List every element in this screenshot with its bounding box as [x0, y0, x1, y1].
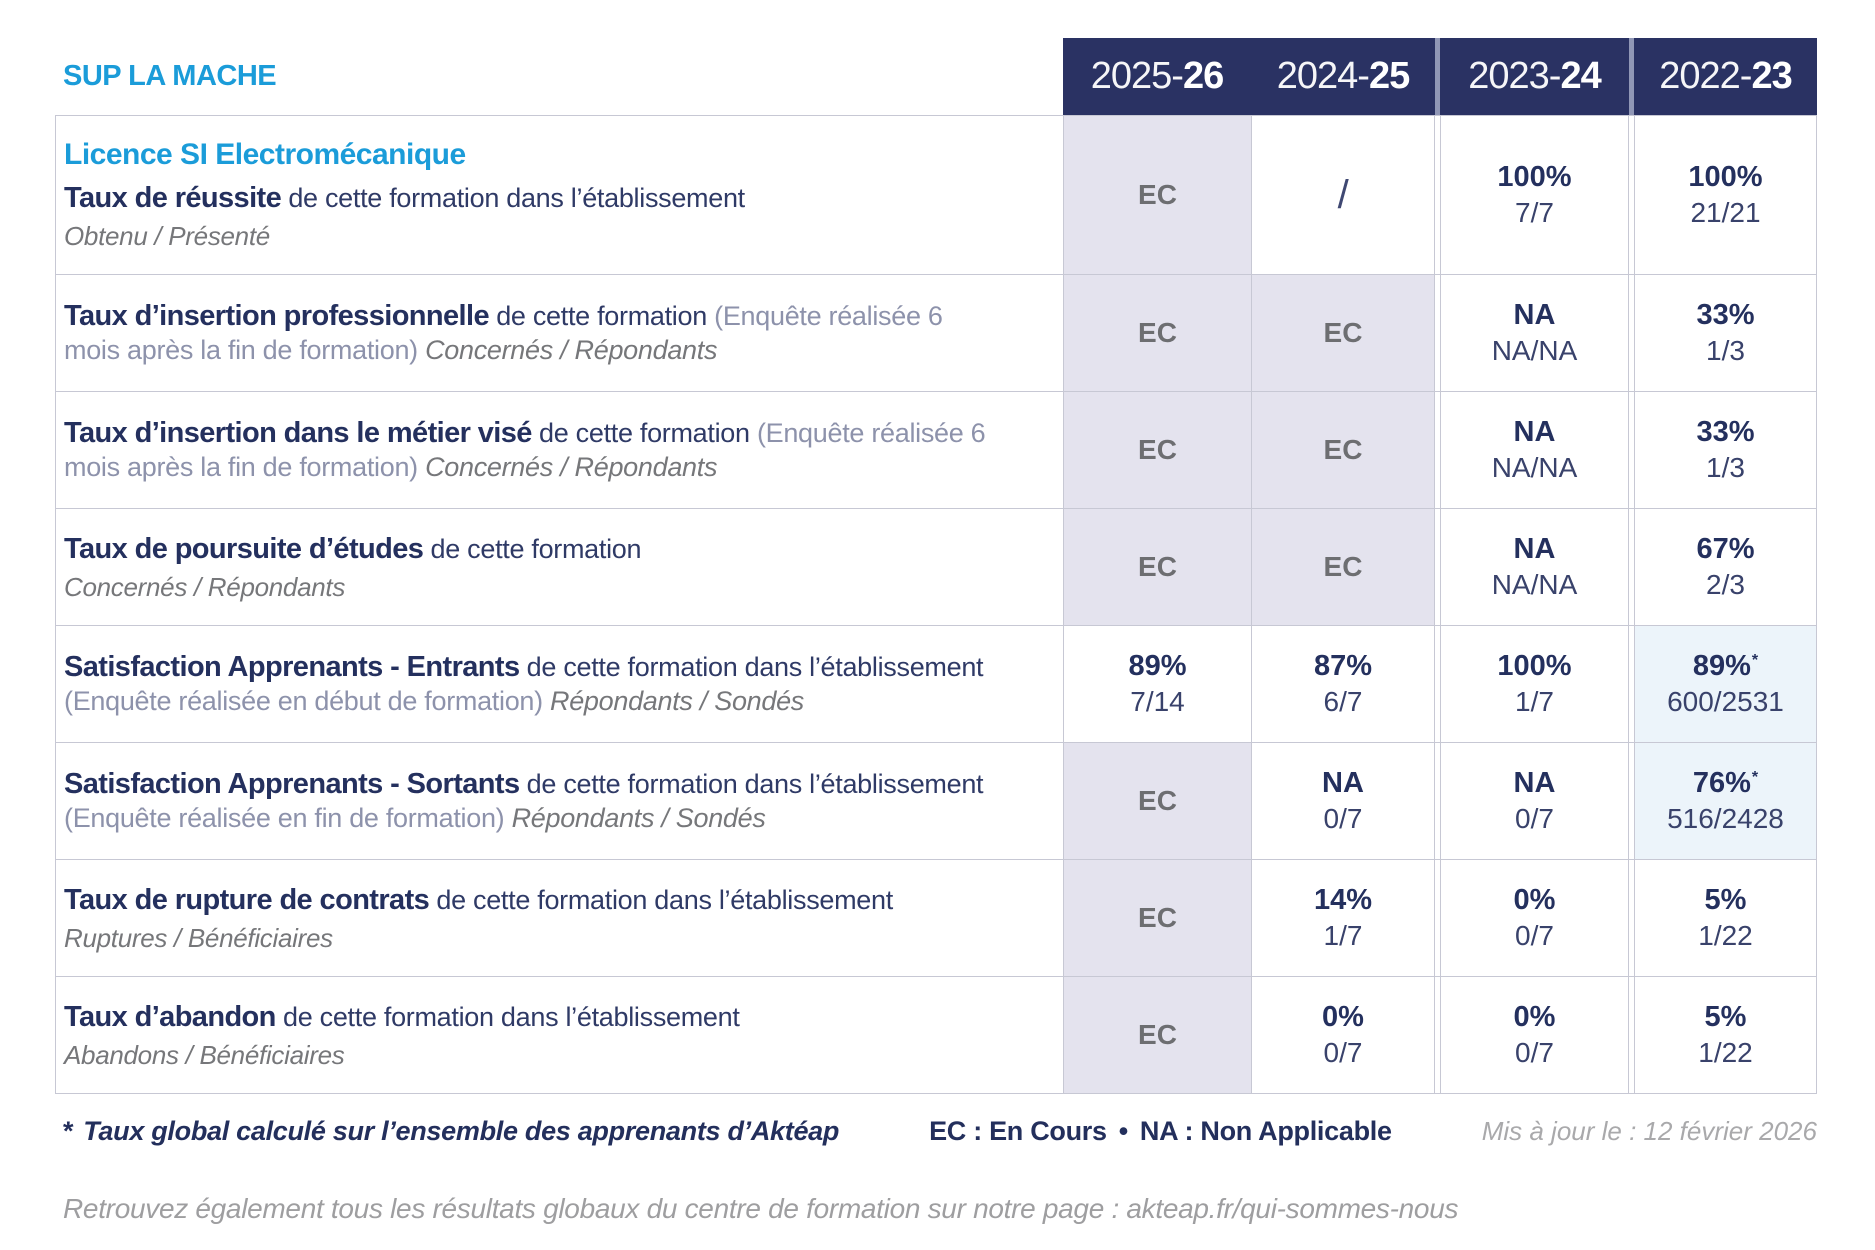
metric-ratio-caption: Ruptures / Bénéficiaires — [64, 923, 333, 954]
cell-taux-poursuite-etudes-2024-25: EC — [1251, 509, 1435, 626]
table-footer: * Taux global calculé sur l’ensemble des … — [55, 1116, 1817, 1147]
column-gap — [1629, 115, 1634, 275]
cell-taux-insertion-professionnelle-2024-25: EC — [1251, 275, 1435, 392]
metric-label-taux-insertion-metier-vise: Taux d’insertion dans le métier visé de … — [55, 392, 1063, 509]
year-header-separator — [1435, 38, 1440, 115]
metric-description: Taux de rupture de contrats de cette for… — [64, 883, 893, 916]
cell-taux-poursuite-etudes-2022-23: 67% 2/3 — [1634, 509, 1817, 626]
cell-taux-insertion-metier-vise-2024-25: EC — [1251, 392, 1435, 509]
column-gap — [1435, 392, 1440, 509]
cell-satisfaction-apprenants-entrants-2025-26: 89% 7/14 — [1063, 626, 1251, 743]
legend-ec: EC : En Cours — [929, 1116, 1107, 1146]
year-column-header-2025-26: 2025- 26 — [1063, 38, 1251, 115]
cell-taux-insertion-professionnelle-2025-26: EC — [1063, 275, 1251, 392]
column-gap — [1629, 743, 1634, 860]
metric-label-taux-poursuite-etudes: Taux de poursuite d’études de cette form… — [55, 509, 1063, 626]
year-column-header-2023-24: 2023- 24 — [1440, 38, 1629, 115]
footnote-text: Taux global calculé sur l’ensemble des a… — [83, 1116, 840, 1146]
cell-taux-de-reussite-2022-23: 100% 21/21 — [1634, 115, 1817, 275]
cell-taux-rupture-contrats-2022-23: 5% 1/22 — [1634, 860, 1817, 977]
legend-na: NA : Non Applicable — [1139, 1116, 1392, 1146]
metric-label-taux-insertion-professionnelle: Taux d’insertion professionnelle de cett… — [55, 275, 1063, 392]
cell-satisfaction-apprenants-entrants-2023-24: 100% 1/7 — [1440, 626, 1629, 743]
year-header-separator — [1629, 38, 1634, 115]
metric-label-satisfaction-apprenants-sortants: Satisfaction Apprenants - Sortants de ce… — [55, 743, 1063, 860]
cell-taux-insertion-professionnelle-2022-23: 33% 1/3 — [1634, 275, 1817, 392]
column-gap — [1629, 509, 1634, 626]
cell-satisfaction-apprenants-sortants-2024-25: NA 0/7 — [1251, 743, 1435, 860]
cell-taux-poursuite-etudes-2025-26: EC — [1063, 509, 1251, 626]
metric-label-satisfaction-apprenants-entrants: Satisfaction Apprenants - Entrants de ce… — [55, 626, 1063, 743]
abbreviation-legend: EC : En Cours • NA : Non Applicable — [929, 1116, 1392, 1147]
column-gap — [1435, 115, 1440, 275]
cell-satisfaction-apprenants-sortants-2022-23: 76%* 516/2428 — [1634, 743, 1817, 860]
metric-description: Taux de réussite de cette formation dans… — [64, 181, 745, 214]
column-gap — [1435, 743, 1440, 860]
column-gap — [1629, 275, 1634, 392]
year-column-header-2022-23: 2022- 23 — [1634, 38, 1817, 115]
metric-label-taux-de-reussite: Licence SI Electromécanique Taux de réuss… — [55, 115, 1063, 275]
global-results-note: Retrouvez également tous les résultats g… — [63, 1193, 1459, 1224]
metric-description: Taux d’insertion professionnelle de cett… — [64, 300, 943, 366]
metric-label-taux-abandon: Taux d’abandon de cette formation dans l… — [55, 977, 1063, 1094]
year-column-header-2024-25: 2024- 25 — [1251, 38, 1435, 115]
legend-separator-dot: • — [1118, 1116, 1128, 1146]
column-gap — [1435, 626, 1440, 743]
metric-description: Taux d’abandon de cette formation dans l… — [64, 1000, 740, 1033]
column-gap — [1435, 509, 1440, 626]
cell-taux-insertion-professionnelle-2023-24: NA NA/NA — [1440, 275, 1629, 392]
metric-description: Taux d’insertion dans le métier visé de … — [64, 417, 986, 483]
brand-cell: SUP LA MACHE — [55, 38, 1063, 115]
column-gap — [1629, 977, 1634, 1094]
cell-taux-insertion-metier-vise-2025-26: EC — [1063, 392, 1251, 509]
metric-description: Taux de poursuite d’études de cette form… — [64, 532, 642, 565]
cell-taux-de-reussite-2024-25: / — [1251, 115, 1435, 275]
cell-taux-insertion-metier-vise-2022-23: 33% 1/3 — [1634, 392, 1817, 509]
cell-taux-poursuite-etudes-2023-24: NA NA/NA — [1440, 509, 1629, 626]
cell-taux-rupture-contrats-2023-24: 0% 0/7 — [1440, 860, 1629, 977]
metric-label-taux-rupture-contrats: Taux de rupture de contrats de cette for… — [55, 860, 1063, 977]
column-gap — [1629, 860, 1634, 977]
course-title: Licence SI Electromécanique — [64, 137, 466, 171]
metric-description: Satisfaction Apprenants - Entrants de ce… — [64, 651, 984, 717]
last-updated-date: Mis à jour le : 12 février 2026 — [1481, 1116, 1817, 1146]
metric-ratio-caption: Abandons / Bénéficiaires — [64, 1040, 345, 1071]
cell-taux-rupture-contrats-2024-25: 14% 1/7 — [1251, 860, 1435, 977]
column-gap — [1629, 626, 1634, 743]
cell-taux-abandon-2025-26: EC — [1063, 977, 1251, 1094]
cell-taux-abandon-2024-25: 0% 0/7 — [1251, 977, 1435, 1094]
cell-satisfaction-apprenants-sortants-2023-24: NA 0/7 — [1440, 743, 1629, 860]
cell-satisfaction-apprenants-sortants-2025-26: EC — [1063, 743, 1251, 860]
cell-taux-rupture-contrats-2025-26: EC — [1063, 860, 1251, 977]
cell-satisfaction-apprenants-entrants-2022-23: 89%* 600/2531 — [1634, 626, 1817, 743]
metric-description: Satisfaction Apprenants - Sortants de ce… — [64, 768, 984, 834]
column-gap — [1435, 860, 1440, 977]
global-rate-footnote: * Taux global calculé sur l’ensemble des … — [63, 1116, 839, 1147]
metric-ratio-caption: Concernés / Répondants — [64, 572, 346, 603]
column-gap — [1435, 275, 1440, 392]
brand-title: SUP LA MACHE — [63, 60, 277, 92]
cell-taux-de-reussite-2023-24: 100% 7/7 — [1440, 115, 1629, 275]
results-table: SUP LA MACHE 2025- 26 2024- 25 2023- 24 2022- 23… — [55, 38, 1817, 1094]
cell-taux-insertion-metier-vise-2023-24: NA NA/NA — [1440, 392, 1629, 509]
metric-ratio-caption: Obtenu / Présenté — [64, 221, 270, 252]
asterisk-marker: * — [63, 1116, 74, 1146]
cell-taux-de-reussite-2025-26: EC — [1063, 115, 1251, 275]
cell-satisfaction-apprenants-entrants-2024-25: 87% 6/7 — [1251, 626, 1435, 743]
cell-taux-abandon-2023-24: 0% 0/7 — [1440, 977, 1629, 1094]
cell-taux-abandon-2022-23: 5% 1/22 — [1634, 977, 1817, 1094]
column-gap — [1629, 392, 1634, 509]
column-gap — [1435, 977, 1440, 1094]
